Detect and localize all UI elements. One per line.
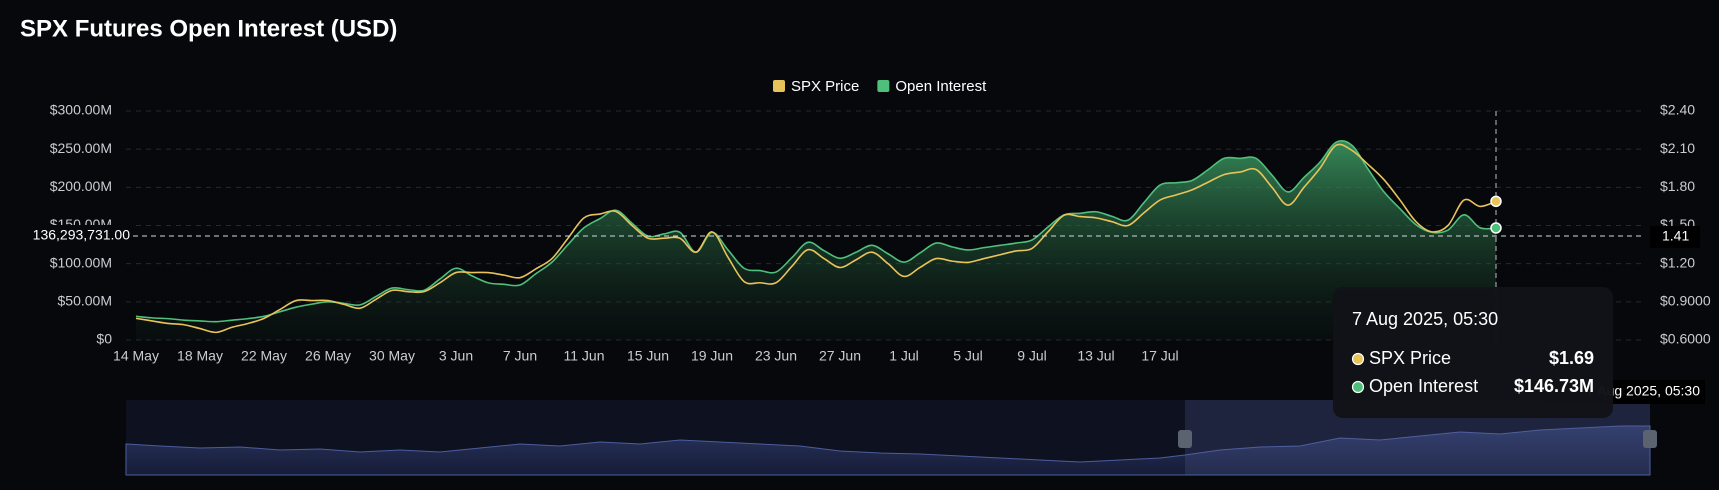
- crosshair-label-bg: [1650, 225, 1700, 248]
- x-tick-label: 26 May: [305, 348, 351, 364]
- y2-tick-label: $2.10: [1660, 140, 1695, 156]
- x-tick-label: 9 Jul: [1017, 348, 1047, 364]
- tooltip: 7 Aug 2025, 05:30 SPX Price $1.69 Open Inte…: [1333, 287, 1613, 418]
- tooltip-bg: [1333, 287, 1613, 418]
- x-tick-label: 14 May: [113, 348, 159, 364]
- x-tick-label: 7 Jun: [503, 348, 537, 364]
- x-tick-label: 13 Jul: [1077, 348, 1114, 364]
- point-marker: [1490, 222, 1502, 234]
- x-tick-label: 5 Jul: [953, 348, 983, 364]
- x-tick-label: 22 May: [241, 348, 287, 364]
- x-tick-label: 1 Jul: [889, 348, 919, 364]
- legend-label: Open Interest: [895, 78, 987, 95]
- navigator-handle[interactable]: [1643, 430, 1657, 448]
- tooltip-name: Open Interest: [1369, 376, 1478, 396]
- crosshair-y2-label: 1.41: [1662, 228, 1689, 244]
- x-tick-label: 3 Jun: [439, 348, 473, 364]
- x-tick-label: 15 Jun: [627, 348, 669, 364]
- navigator-area: [125, 425, 1651, 476]
- point-marker: [1490, 195, 1502, 208]
- y-tick-label: $250.00M: [50, 140, 112, 156]
- legend-swatch: [773, 80, 785, 92]
- x-tick-label: 19 Jun: [691, 348, 733, 364]
- crosshair-y-label: 136,293,731.00: [33, 227, 131, 243]
- plot-area: $0$50.00M$100.00M$150.00M$200.00M$250.00…: [14, 78, 1711, 418]
- y2-tick-label: $0.9000: [1660, 293, 1711, 309]
- tooltip-swatch: [1351, 380, 1365, 394]
- navigator-handle[interactable]: [1178, 430, 1192, 448]
- y2-tick-label: $2.40: [1660, 102, 1695, 118]
- legend-label: SPX Price: [791, 78, 859, 95]
- x-tick-label: 23 Jun: [755, 348, 797, 364]
- x-tick-label: 27 Jun: [819, 348, 861, 364]
- y-tick-label: $200.00M: [50, 178, 112, 194]
- line: [135, 140, 1497, 323]
- line: [135, 143, 1497, 334]
- x-tick-label: 17 Jul: [1141, 348, 1178, 364]
- chart-title: SPX Futures Open Interest (USD): [20, 15, 397, 42]
- x-tick-label: 30 May: [369, 348, 415, 364]
- y-tick-label: $300.00M: [50, 102, 112, 118]
- y-tick-label: $50.00M: [58, 293, 112, 309]
- x-tick-label: 11 Jun: [564, 348, 605, 364]
- legend: SPX Price Open Interest: [773, 78, 987, 95]
- x-tick-label: 18 May: [177, 348, 223, 364]
- y-tick-label: $0: [96, 331, 112, 347]
- legend-swatch: [877, 80, 890, 92]
- y-tick-label: $100.00M: [50, 254, 112, 270]
- y2-tick-label: $0.6000: [1660, 331, 1711, 347]
- tooltip-value: $146.73M: [1514, 376, 1594, 396]
- y2-tick-label: $1.20: [1660, 254, 1695, 270]
- y2-tick-label: $1.80: [1660, 178, 1695, 194]
- tooltip-name: SPX Price: [1369, 348, 1451, 368]
- tooltip-value: $1.69: [1549, 348, 1594, 368]
- crosshair-label-bg: [14, 224, 132, 247]
- tooltip-title: 7 Aug 2025, 05:30: [1352, 309, 1498, 329]
- crosshair-x-label: 7 Aug 2025, 05:30: [1586, 383, 1700, 399]
- area: [136, 140, 1496, 340]
- tooltip-swatch: [1351, 352, 1365, 366]
